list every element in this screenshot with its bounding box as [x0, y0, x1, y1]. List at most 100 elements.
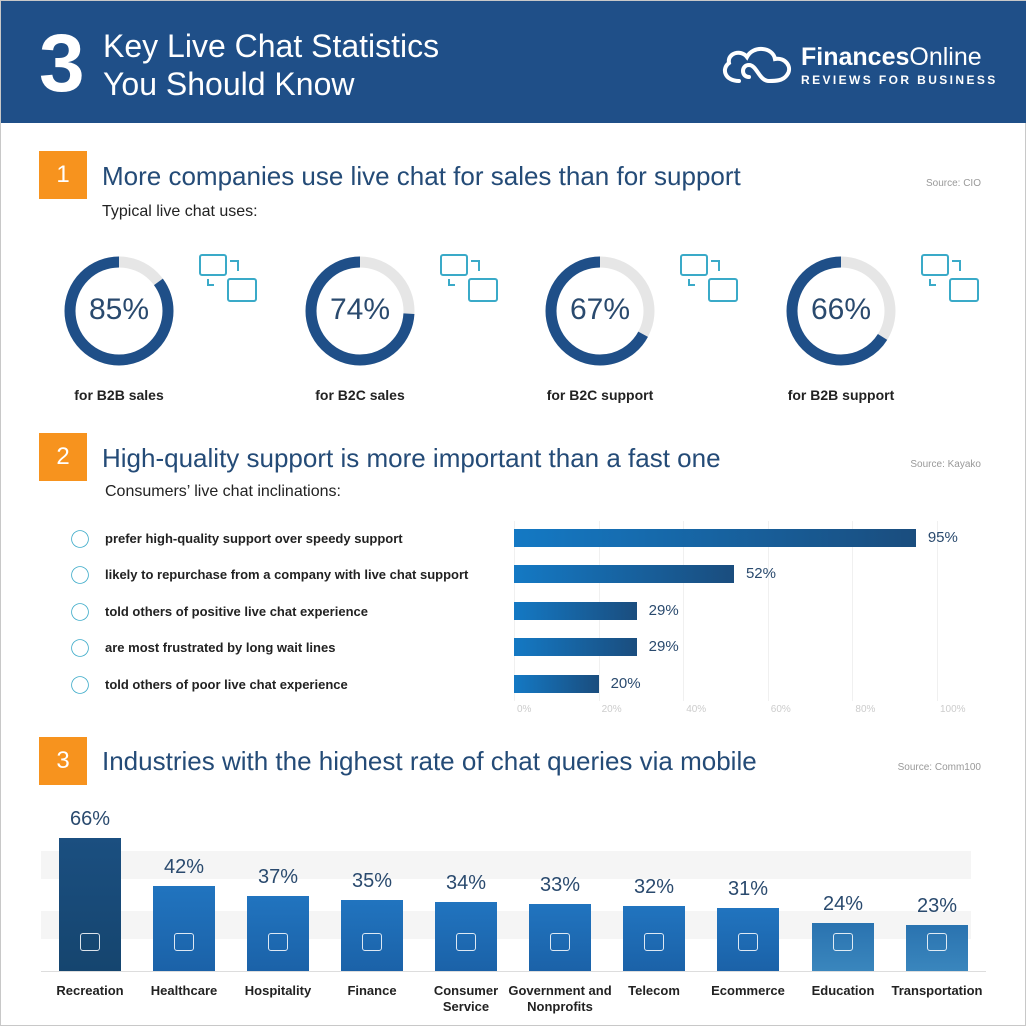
- page-title: Key Live Chat Statistics You Should Know: [103, 27, 439, 103]
- money-bag-icon: [362, 933, 382, 951]
- bar-value: 35%: [351, 870, 393, 893]
- bar-category-label: Ecommerce: [711, 983, 785, 998]
- bar-category-label: Government and Nonprofits: [508, 983, 612, 1014]
- bar-category-label: Finance: [347, 983, 397, 998]
- shopping-bag-icon: [71, 566, 89, 584]
- tick-label: 60%: [770, 704, 791, 715]
- donut-value: 67%: [569, 293, 631, 326]
- donut-arc: [786, 256, 896, 366]
- bar-value: 66%: [69, 807, 111, 830]
- donut-label: for B2B sales: [74, 387, 164, 403]
- heart-chat-icon: [71, 603, 89, 621]
- gridline: [683, 521, 685, 701]
- gridline: [937, 521, 938, 701]
- tick-label: 100%: [940, 704, 966, 715]
- donut-chart: [545, 256, 655, 366]
- thumbs-down-icon: [71, 676, 89, 694]
- header-banner: [1, 1, 1026, 123]
- bar-category-label: Recreation: [56, 983, 124, 998]
- bar-category-label: Consumer Service: [433, 983, 499, 1014]
- section-2-title: High-quality support is more important t…: [102, 443, 721, 473]
- donut-label: for B2C sales: [315, 387, 405, 403]
- section-1-title: More companies use live chat for sales t…: [102, 161, 741, 191]
- band: [41, 851, 971, 879]
- person-icon: [456, 933, 476, 951]
- carousel-icon: [80, 933, 100, 951]
- truck-icon: [927, 933, 947, 951]
- row-label: likely to repurchase from a company with…: [105, 567, 469, 582]
- bar: [514, 675, 599, 693]
- section-2-badge: 2: [39, 433, 87, 481]
- bar-category-label: Education: [811, 983, 875, 998]
- bar: [514, 638, 637, 656]
- donut-arc: [64, 256, 174, 366]
- bar-value: 29%: [648, 602, 679, 619]
- bar-value: 42%: [163, 856, 205, 879]
- heartbeat-icon: [174, 933, 194, 951]
- title-line-1: Key Live Chat Statistics: [103, 28, 440, 64]
- bar: [341, 900, 403, 971]
- donut-value: 74%: [329, 293, 391, 326]
- bar: [435, 902, 497, 971]
- bar-category-label: Hospitality: [244, 983, 312, 998]
- bar: [514, 529, 916, 547]
- cloud-logo-icon: [722, 47, 792, 84]
- bar-category-label: Transportation: [891, 983, 983, 998]
- cart-icon: [738, 933, 758, 951]
- donut-label: for B2B support: [787, 387, 895, 403]
- bar: [514, 565, 734, 583]
- chat-people-icon: [680, 254, 738, 302]
- bar: [514, 602, 637, 620]
- donut-chart: [305, 256, 415, 366]
- tick-label: 0%: [517, 704, 532, 715]
- row-label: told others of poor live chat experience: [105, 677, 348, 692]
- section-1-badge: 1: [39, 151, 87, 199]
- logo-bold: Finances: [801, 43, 910, 71]
- bar-category-label: Telecom: [628, 983, 680, 998]
- section-1-subtitle: Typical live chat uses:: [102, 203, 258, 220]
- section-2-source: Source: Kayako: [910, 459, 981, 470]
- donut-value: 85%: [88, 293, 150, 326]
- bar: [153, 886, 215, 971]
- bar-value: 23%: [916, 894, 958, 917]
- row-label: prefer high-quality support over speedy …: [105, 531, 403, 546]
- title-line-2: You Should Know: [103, 66, 355, 102]
- bar-value: 24%: [822, 892, 864, 915]
- bar-value: 31%: [727, 878, 769, 901]
- gridline: [852, 521, 854, 701]
- bar-value: 95%: [927, 529, 958, 546]
- donut-arc: [545, 256, 655, 366]
- briefcase-exchange-icon: [199, 254, 257, 302]
- donut-value: 66%: [810, 293, 872, 326]
- bar-value: 20%: [610, 675, 641, 692]
- book-icon: [833, 933, 853, 951]
- bar-value: 32%: [633, 876, 675, 899]
- businessman-icon: [921, 254, 979, 302]
- bar-value: 29%: [648, 638, 679, 655]
- section-3-badge: 3: [39, 737, 87, 785]
- clock-icon: [71, 639, 89, 657]
- quality-badge-icon: [71, 530, 89, 548]
- bar-category-label: Healthcare: [150, 983, 218, 998]
- logo-tagline: REVIEWS FOR BUSINESS: [801, 73, 998, 87]
- donut-chart: [786, 256, 896, 366]
- section-3-title: Industries with the highest rate of chat…: [102, 746, 757, 776]
- briefcase-person-icon: [440, 254, 498, 302]
- first-aid-kit-icon: [268, 933, 288, 951]
- tick-label: 40%: [686, 704, 707, 715]
- bar-value: 37%: [257, 866, 299, 889]
- bar: [529, 904, 591, 971]
- donut-arc: [305, 256, 415, 366]
- phone-icon: [644, 933, 664, 951]
- bar: [623, 906, 685, 971]
- bar: [717, 908, 779, 971]
- tick-label: 20%: [601, 704, 622, 715]
- section-3-source: Source: Comm100: [897, 762, 981, 773]
- section-2-subtitle: Consumers’ live chat inclinations:: [105, 483, 341, 500]
- bar: [812, 922, 874, 971]
- row-label: told others of positive live chat experi…: [105, 604, 368, 619]
- bar: [59, 837, 121, 971]
- row-label: are most frustrated by long wait lines: [105, 640, 336, 655]
- logo-text: FinancesOnline: [801, 43, 982, 72]
- donut-label: for B2C support: [546, 387, 654, 403]
